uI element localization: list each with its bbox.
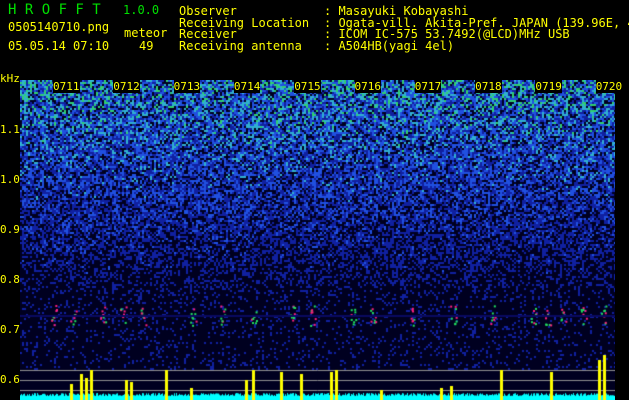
- y-tick-label: 1.0: [0, 173, 20, 186]
- file-name: 0505140710.png: [8, 20, 110, 34]
- time-tick-label: 0719: [535, 80, 562, 93]
- y-tick-label: 1.1: [0, 123, 20, 136]
- time-tick-label: 0713: [173, 80, 201, 93]
- meteor-label: meteor: [124, 26, 168, 40]
- time-tick-label: 0715: [294, 80, 321, 93]
- time-tick-label: 0718: [475, 80, 502, 93]
- info-value: : Ogata-vill. Akita-Pref. JAPAN (139.96E…: [324, 15, 629, 30]
- info-value: : A504HB(yagi 4el): [324, 38, 455, 53]
- y-tick-label: 0.7: [0, 323, 20, 336]
- y-tick-label: 0.8: [0, 273, 20, 286]
- time-tick-label: 0714: [233, 80, 261, 93]
- info-value: : ICOM IC-575 53.7492(@LCD)MHz USB: [324, 27, 570, 41]
- meteor-count: 49: [139, 39, 154, 53]
- info-label: Receiving antenna: [179, 38, 302, 53]
- time-tick-label: 0716: [354, 80, 381, 93]
- y-tick-label: 0.9: [0, 223, 20, 236]
- info-label: Observer: [179, 4, 237, 18]
- time-tick-label: 0712: [113, 80, 140, 93]
- time-tick-label: 0720: [595, 80, 623, 93]
- file-datetime: 05.05.14 07:10: [8, 39, 110, 53]
- app-title: H R O F F T: [8, 2, 101, 18]
- info-label: Receiver: [179, 27, 237, 41]
- time-tick-label: 0717: [414, 80, 442, 93]
- info-label: Receiving Location: [179, 15, 310, 30]
- unit-label: kHz: [0, 72, 20, 85]
- spectrogram: [20, 80, 615, 400]
- time-tick-label: 0711: [53, 80, 80, 93]
- info-value: : Masayuki Kobayashi: [324, 4, 469, 18]
- app-version: 1.0.0: [123, 3, 160, 17]
- y-tick-label: 0.6: [0, 373, 20, 386]
